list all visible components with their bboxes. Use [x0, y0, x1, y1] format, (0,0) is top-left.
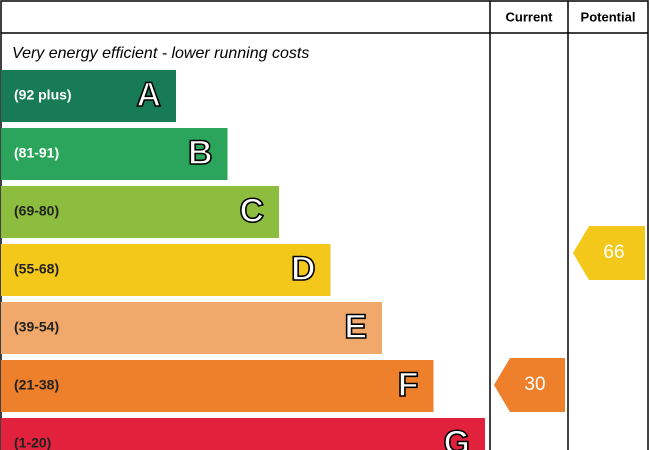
band-letter: C	[239, 192, 264, 230]
band-range: (81-91)	[14, 145, 59, 161]
subtitle: Very energy efficient - lower running co…	[12, 45, 309, 62]
band-bar	[1, 70, 176, 122]
potential-header: Potential	[581, 9, 636, 24]
potential-rating: 66	[603, 242, 624, 263]
band-range: (92 plus)	[14, 87, 72, 103]
band-bar	[1, 302, 382, 354]
current-header: Current	[506, 9, 554, 24]
band-letter: G	[444, 424, 470, 450]
band-bar	[1, 128, 228, 180]
band-letter: F	[398, 366, 419, 404]
potential-arrow	[573, 226, 645, 280]
band-bar	[1, 244, 331, 296]
band-letter: D	[291, 250, 316, 288]
band-range: (39-54)	[14, 319, 59, 335]
band-range: (1-20)	[14, 435, 51, 450]
band-bar	[1, 186, 279, 238]
band-range: (55-68)	[14, 261, 59, 277]
band-range: (69-80)	[14, 203, 59, 219]
band-bar	[1, 418, 485, 450]
current-arrow	[494, 358, 565, 412]
band-letter: E	[344, 308, 367, 346]
band-range: (21-38)	[14, 377, 59, 393]
current-rating: 30	[524, 374, 545, 395]
band-letter: B	[188, 134, 213, 172]
band-bar	[1, 360, 434, 412]
bands: (92 plus) A (81-91) B (69-80) C (55-68) D (39-54…	[1, 70, 485, 450]
band-letter: A	[136, 76, 161, 114]
